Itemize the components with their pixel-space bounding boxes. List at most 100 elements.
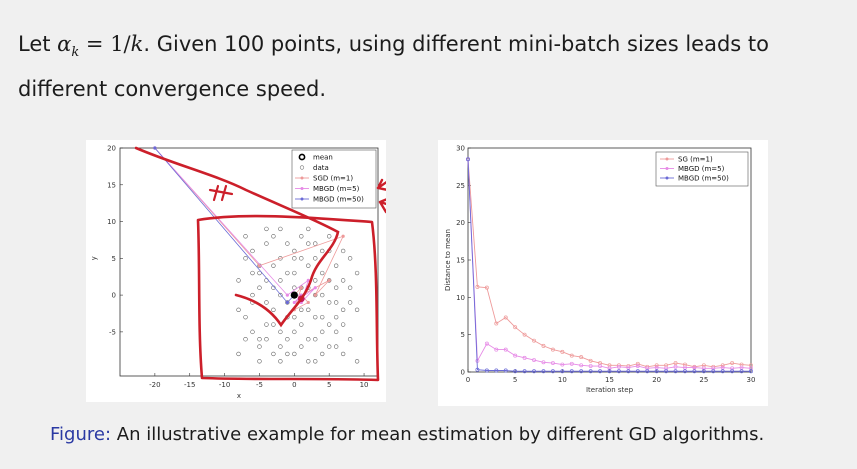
- legend-box: [291, 149, 377, 209]
- data-point: [306, 307, 311, 313]
- data-point: [292, 314, 297, 320]
- legend-marker-icon: [665, 167, 669, 170]
- data-point: [278, 292, 283, 298]
- series-point-1: [579, 355, 584, 360]
- series-point-3: [683, 369, 687, 374]
- series-line-1: [467, 159, 752, 368]
- data-point: [333, 300, 339, 305]
- y-tick-label: 10: [107, 218, 116, 226]
- series-point-3: [635, 369, 640, 374]
- series-point-2: [635, 364, 640, 368]
- x-tick-label: 15: [605, 376, 614, 384]
- data-point: [250, 329, 255, 335]
- series-point-3: [607, 369, 612, 374]
- data-point: [313, 278, 318, 283]
- series-point-2: [569, 361, 574, 366]
- series-line-3: [467, 159, 751, 372]
- legend-marker-icon: [665, 176, 669, 180]
- legend-data-icon: [299, 165, 305, 170]
- x-tick-label: -20: [149, 381, 160, 389]
- data-point: [306, 359, 311, 364]
- data-point: [333, 329, 339, 335]
- x-tick-label: -5: [256, 381, 263, 389]
- legend-marker-icon: [665, 157, 669, 161]
- series-point-2: [522, 355, 527, 360]
- y-tick-label: 5: [461, 331, 465, 339]
- data-point: [306, 226, 311, 232]
- data-point: [326, 278, 332, 283]
- legend-box: [655, 151, 749, 187]
- y-tick-label: 0: [112, 292, 116, 300]
- data-point: [292, 256, 297, 261]
- data-point: [285, 270, 290, 276]
- series-point-1: [532, 338, 536, 343]
- series-marker-3: [285, 300, 289, 305]
- data-point: [285, 300, 290, 305]
- data-point: [333, 314, 339, 320]
- series-point-2: [616, 364, 621, 369]
- series-point-2: [579, 363, 584, 368]
- legend-marker-icon: [300, 197, 304, 201]
- data-point: [326, 344, 332, 349]
- legend-marker-icon: [300, 176, 304, 180]
- data-point: [306, 263, 311, 268]
- x-tick-label: 0: [466, 376, 470, 384]
- series-marker-1: [299, 286, 303, 290]
- legend-label: MBGD (m=50): [678, 175, 729, 183]
- data-point: [285, 337, 290, 342]
- series-point-3: [692, 369, 697, 374]
- data-point: [313, 256, 318, 261]
- data-point: [236, 307, 241, 313]
- data-point: [347, 256, 353, 261]
- data-point: [292, 270, 297, 276]
- data-point: [340, 351, 346, 357]
- intro-paragraph: Let αk = 1/k. Given 100 points, using di…: [18, 26, 848, 107]
- data-point: [278, 359, 283, 364]
- series-point-2: [720, 365, 725, 370]
- series-point-3: [645, 369, 650, 374]
- series-point-1: [588, 358, 593, 363]
- data-point: [299, 234, 304, 239]
- series-point-2: [513, 353, 518, 358]
- data-point: [278, 329, 283, 335]
- data-point: [354, 359, 360, 364]
- x-tick-label: 10: [360, 381, 369, 389]
- y-tick-label: 15: [107, 181, 116, 189]
- data-point: [306, 241, 311, 246]
- data-point: [271, 307, 276, 313]
- series-marker-1: [341, 234, 345, 238]
- y-tick-label: 5: [112, 255, 116, 263]
- y-tick-label: 0: [461, 369, 465, 377]
- series-point-2: [494, 347, 499, 352]
- data-point: [278, 278, 283, 283]
- data-point: [354, 270, 360, 276]
- series-point-2: [532, 358, 536, 363]
- data-point: [278, 226, 283, 232]
- data-point: [313, 292, 318, 298]
- series-point-3: [503, 368, 508, 373]
- legend-label: MBGD (m=5): [678, 165, 725, 173]
- series-point-3: [749, 369, 753, 374]
- y-tick-label: 25: [456, 182, 465, 190]
- data-point: [292, 285, 297, 290]
- data-point: [320, 329, 325, 335]
- x-tick-label: 5: [513, 376, 517, 384]
- data-point: [292, 351, 297, 357]
- y-tick-label: 15: [456, 257, 465, 265]
- data-point: [236, 278, 241, 283]
- data-point: [271, 263, 276, 268]
- data-point: [320, 248, 325, 254]
- series-point-3: [664, 369, 669, 374]
- legend-mean-icon: [298, 153, 306, 161]
- data-point: [285, 351, 290, 357]
- data-point: [264, 241, 269, 246]
- data-point: [313, 241, 318, 246]
- series-point-3: [484, 368, 489, 373]
- data-point: [313, 314, 318, 320]
- series-marker-1: [327, 278, 331, 282]
- alpha-symbol: α: [57, 32, 72, 56]
- series-marker-2: [313, 286, 317, 290]
- data-point: [243, 337, 248, 342]
- series-point-2: [739, 365, 744, 370]
- data-point: [320, 314, 325, 320]
